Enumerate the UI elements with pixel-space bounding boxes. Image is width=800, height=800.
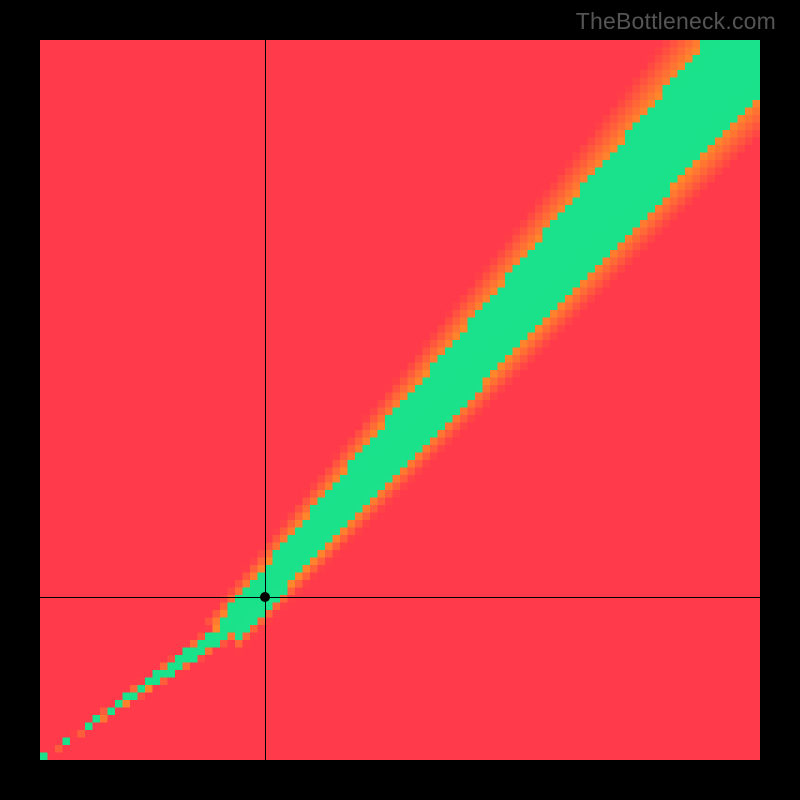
crosshair-vertical xyxy=(265,40,266,760)
crosshair-marker xyxy=(260,592,270,602)
heatmap-canvas xyxy=(40,40,760,760)
crosshair-horizontal xyxy=(40,597,760,598)
heatmap-plot xyxy=(40,40,760,760)
watermark-text: TheBottleneck.com xyxy=(576,8,776,35)
chart-container: { "watermark": { "text": "TheBottleneck.… xyxy=(0,0,800,800)
